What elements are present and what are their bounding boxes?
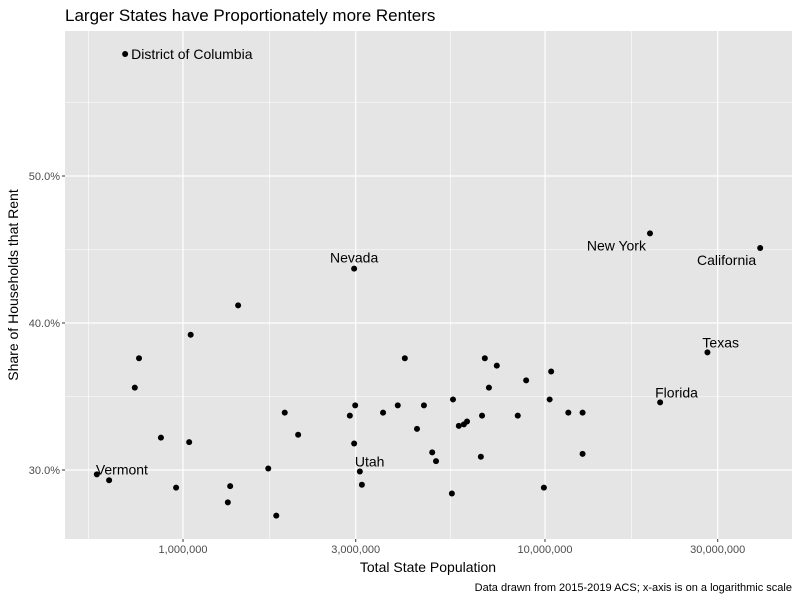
x-tick-label: 3,000,000 [331, 544, 380, 556]
data-point [546, 396, 553, 403]
data-point [477, 453, 484, 460]
data-point [646, 230, 653, 237]
point-label: Texas [702, 334, 739, 350]
point-label: Vermont [96, 461, 148, 477]
data-point [433, 458, 440, 465]
point-label: Florida [655, 384, 698, 400]
data-point [704, 349, 711, 356]
data-point [493, 362, 500, 369]
y-axis: 30.0% 40.0% 50.0% [29, 171, 65, 477]
data-point [358, 481, 365, 488]
data-point [565, 409, 572, 416]
data-point [394, 402, 401, 409]
data-point [235, 302, 242, 309]
y-tick-label: 50.0% [29, 171, 60, 183]
point-labels: District of Columbia Nevada New York Califo… [96, 46, 757, 477]
data-point [448, 490, 455, 497]
data-point [514, 412, 521, 419]
data-point [106, 477, 113, 484]
chart-caption: Data drawn from 2015-2019 ACS; x-axis is… [475, 582, 792, 594]
data-point [413, 425, 420, 432]
y-tick-label: 40.0% [29, 318, 60, 330]
data-point [485, 384, 492, 391]
point-label: District of Columbia [131, 46, 253, 62]
chart-title: Larger States have Proportionately more … [65, 6, 435, 25]
data-point [227, 483, 234, 490]
data-point [122, 50, 129, 57]
data-point [273, 512, 280, 519]
data-point [351, 265, 358, 272]
data-point [281, 409, 288, 416]
data-point [93, 471, 100, 478]
x-tick-label: 10,000,000 [517, 544, 572, 556]
data-point [657, 399, 664, 406]
point-label: Utah [355, 453, 385, 469]
data-point [479, 412, 486, 419]
point-label: New York [587, 237, 647, 253]
data-point [136, 355, 143, 362]
data-point [224, 499, 231, 506]
data-point [579, 409, 586, 416]
plot-panel [65, 31, 792, 539]
data-point [356, 468, 363, 475]
data-point [380, 409, 387, 416]
data-point [481, 355, 488, 362]
data-point [548, 368, 555, 375]
point-label: Nevada [330, 250, 378, 266]
data-point [449, 396, 456, 403]
data-point [429, 449, 436, 456]
data-point [173, 484, 180, 491]
data-point [265, 465, 272, 472]
minor-gridlines [65, 31, 792, 539]
x-tick-label: 1,000,000 [159, 544, 208, 556]
y-axis-title: Share of Households that Rent [5, 189, 21, 381]
data-point [464, 418, 471, 425]
x-tick-label: 30,000,000 [690, 544, 745, 556]
data-point [346, 412, 353, 419]
data-point [757, 245, 764, 252]
data-point [523, 377, 530, 384]
data-point [540, 484, 547, 491]
data-point [187, 331, 194, 338]
x-axis: 1,000,000 3,000,000 10,000,000 30,000,000 [159, 539, 745, 556]
data-point [420, 402, 427, 409]
data-point [401, 355, 408, 362]
y-tick-label: 30.0% [29, 465, 60, 477]
data-point [351, 440, 358, 447]
data-point [579, 450, 586, 457]
data-point [157, 434, 164, 441]
major-gridlines [65, 31, 792, 539]
data-point [131, 384, 138, 391]
data-point [455, 422, 462, 429]
data-point [295, 431, 302, 438]
data-point [186, 439, 193, 446]
point-label: California [697, 252, 756, 268]
data-points [93, 50, 764, 519]
data-point [352, 402, 359, 409]
x-axis-title: Total State Population [360, 559, 496, 575]
